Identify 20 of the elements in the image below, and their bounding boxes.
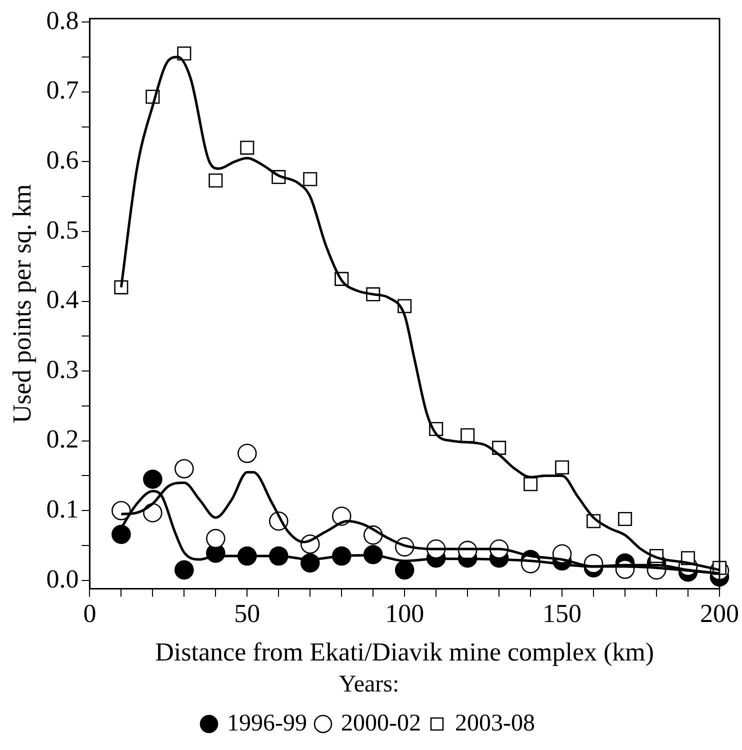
y-tick-label: 0.5 xyxy=(46,215,79,244)
y-axis-title: Used points per sq. km xyxy=(7,184,36,424)
x-tick-label: 0 xyxy=(83,599,96,628)
x-axis-title: Distance from Ekati/Diavik mine complex (km) xyxy=(155,637,654,666)
x-tick-label: 100 xyxy=(385,599,424,628)
legend-label: 2003-08 xyxy=(454,710,535,736)
y-tick-label: 0.0 xyxy=(46,564,79,594)
y-tick-label: 0.8 xyxy=(46,6,79,35)
legend-label: 1996-99 xyxy=(227,710,308,736)
y-tick-label: 0.7 xyxy=(46,76,79,105)
x-tick-label: 50 xyxy=(234,599,260,628)
y-tick-label: 0.2 xyxy=(46,424,79,454)
x-tick-label: 150 xyxy=(542,599,582,628)
y-tick-label: 0.1 xyxy=(46,494,79,524)
y-tick-label: 0.4 xyxy=(46,285,79,314)
legend-label: 2000-02 xyxy=(341,710,422,736)
y-tick-label: 0.6 xyxy=(46,146,79,174)
x-tick-label: 200 xyxy=(700,599,739,628)
y-tick-label: 0.3 xyxy=(46,354,79,384)
legend-title: Years: xyxy=(338,671,400,698)
